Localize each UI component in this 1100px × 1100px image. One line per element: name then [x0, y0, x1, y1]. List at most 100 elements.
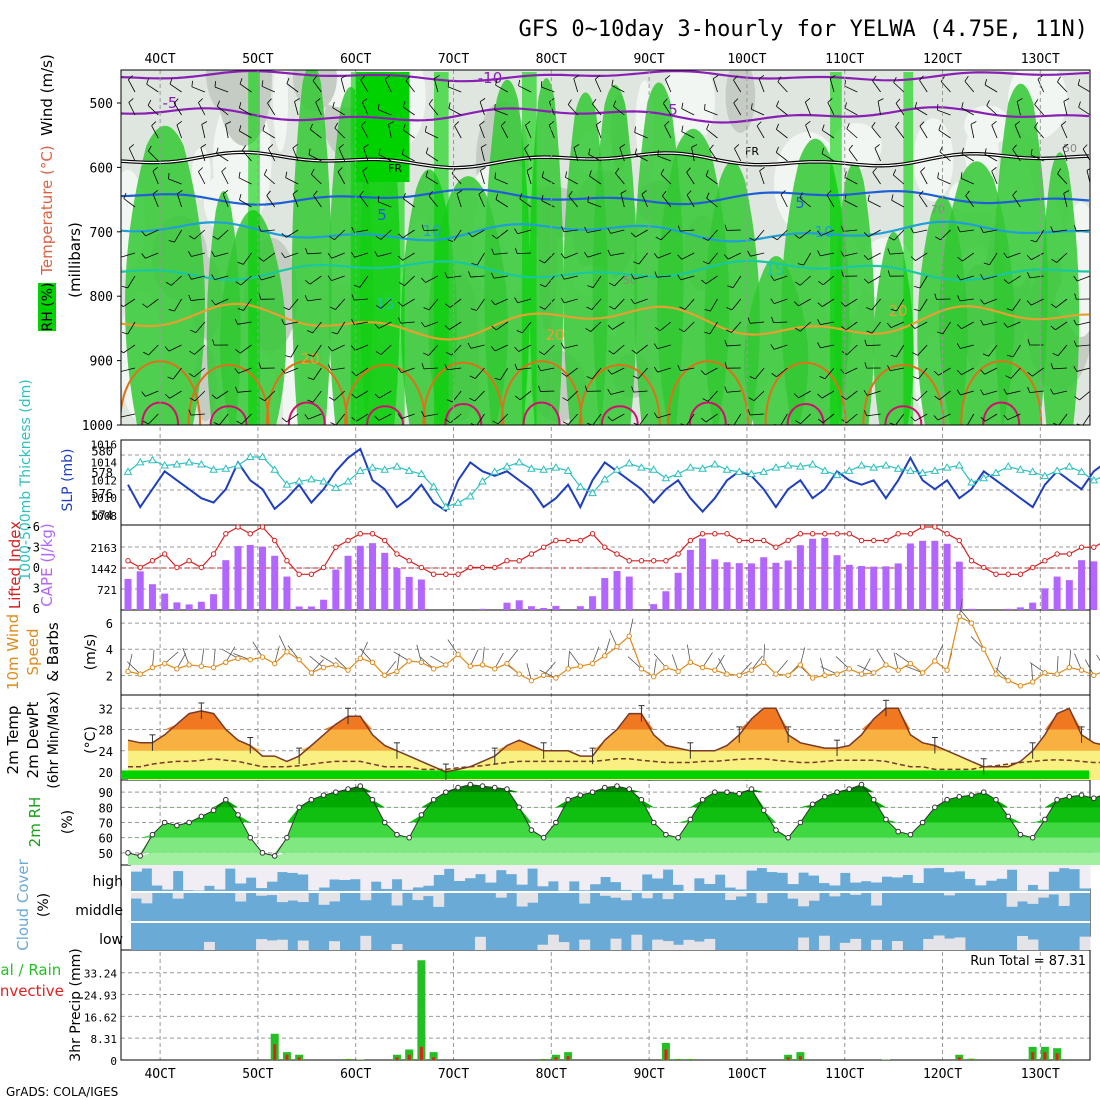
- wind10-point: [320, 664, 327, 671]
- wind-barb-feather: [478, 190, 484, 195]
- contour-label: 15: [765, 261, 784, 279]
- wind-barb: [733, 413, 742, 425]
- thickness-point: [294, 476, 304, 485]
- wind-barb: [500, 125, 509, 139]
- wind-barb: [191, 252, 206, 257]
- wind-barb-feather: [238, 102, 242, 109]
- wind-barb: [895, 103, 905, 116]
- precip-tick-label: 8.31: [91, 1033, 118, 1046]
- cloud-high-gap: [662, 865, 674, 870]
- wind-barb: [889, 252, 904, 255]
- wind-barb-feather: [756, 121, 762, 127]
- thickness-point: [991, 468, 1001, 476]
- li-point: [125, 558, 131, 564]
- temperature-contour: [121, 106, 1090, 124]
- rh-point: [956, 793, 963, 800]
- wind-barb-feather: [817, 342, 821, 349]
- wind-barb: [470, 344, 485, 349]
- wind-barb: [313, 344, 322, 357]
- wind-barb-feather: [681, 125, 684, 132]
- li-point: [272, 537, 278, 544]
- wind-barb: [146, 298, 159, 308]
- wind-barb-feather: [211, 251, 216, 257]
- cloud-high-gap: [798, 865, 810, 873]
- wind10-barb: [164, 651, 179, 664]
- rh-shade-green: [1040, 152, 1080, 425]
- wind-barb-feather: [874, 144, 880, 149]
- wind-barb-feather: [983, 262, 990, 266]
- wind-barb-feather: [147, 99, 152, 106]
- wind10-point: [993, 671, 999, 677]
- wind-barb: [938, 129, 951, 139]
- wind-barb-feather: [292, 190, 298, 195]
- wind-barb: [798, 390, 811, 399]
- cape-tick-label: 2163: [91, 542, 118, 555]
- thickness-point: [600, 474, 610, 483]
- wind-barb: [1008, 275, 1021, 284]
- li-point: [406, 558, 412, 564]
- wind10-point: [919, 670, 926, 676]
- rh-point: [296, 804, 302, 811]
- wind-barb-feather: [152, 190, 158, 195]
- cloud-high-gap: [443, 865, 455, 869]
- rh-point: [369, 796, 376, 803]
- wind-barb-feather: [421, 410, 425, 417]
- li-point: [210, 551, 217, 557]
- wind10-barb: [671, 654, 679, 672]
- wind-barb-feather: [704, 331, 711, 335]
- wind-barb-feather: [595, 75, 601, 80]
- thickness-point: [282, 480, 292, 488]
- cloud-low-gap: [1079, 936, 1091, 950]
- wind-barb: [684, 298, 695, 310]
- cape-bar: [283, 576, 291, 610]
- wind-barb: [732, 275, 742, 288]
- wind-barb-feather: [377, 103, 380, 110]
- wind-barb-feather: [447, 80, 450, 87]
- wind-barb-feather: [375, 235, 382, 240]
- thickness-point: [979, 473, 989, 482]
- wind-barb-feather: [794, 234, 800, 239]
- thickness-tick-label: 576: [91, 487, 113, 501]
- wind-barb: [238, 367, 252, 374]
- wind-barb-feather: [724, 224, 728, 231]
- wind-barb-feather: [307, 354, 314, 357]
- cloud-low-gap: [256, 939, 268, 950]
- cloud-high-gap: [297, 865, 309, 875]
- wind-barb: [961, 367, 974, 376]
- cloud-middle-gap: [391, 893, 403, 906]
- wind-barb-feather: [664, 121, 670, 126]
- precip-convective-bar: [664, 1049, 668, 1060]
- rh-shade-saturated: [355, 72, 410, 182]
- wind10-point: [968, 620, 975, 626]
- cape-bar: [711, 559, 719, 610]
- cloud-level-label: high: [92, 874, 123, 890]
- cape-bar: [295, 606, 303, 610]
- wind-barb-feather: [539, 306, 546, 310]
- wind-barb-feather: [351, 252, 355, 258]
- wind-barb-feather: [281, 417, 287, 423]
- wind-barb: [750, 252, 765, 257]
- cape-bar: [845, 564, 853, 610]
- wind-barb: [496, 229, 509, 239]
- wind-barb-feather: [281, 368, 286, 374]
- wind10-point: [675, 668, 681, 675]
- wind-barb-feather: [200, 144, 207, 148]
- thickness-point: [673, 469, 683, 477]
- wind-barb: [662, 195, 672, 208]
- temperature-contour: [982, 401, 1021, 425]
- wind-barb-feather: [961, 102, 964, 109]
- cloud-low-gap: [1027, 939, 1039, 950]
- wind-barb-feather: [142, 303, 148, 308]
- x-tick-label-top: 6OCT: [340, 52, 371, 67]
- cloud-high-gap: [589, 865, 601, 885]
- wind-barb: [225, 124, 229, 139]
- cloud-high-gap: [693, 865, 705, 879]
- wind-barb-feather: [750, 103, 753, 110]
- cape-bar: [906, 543, 914, 610]
- wind-barb: [964, 80, 975, 93]
- wind-barb: [401, 367, 415, 374]
- wind10-barb: [799, 647, 806, 666]
- wind-barb-feather: [242, 145, 247, 151]
- wind-barb-feather: [165, 393, 170, 399]
- wind10-barb: [857, 664, 874, 674]
